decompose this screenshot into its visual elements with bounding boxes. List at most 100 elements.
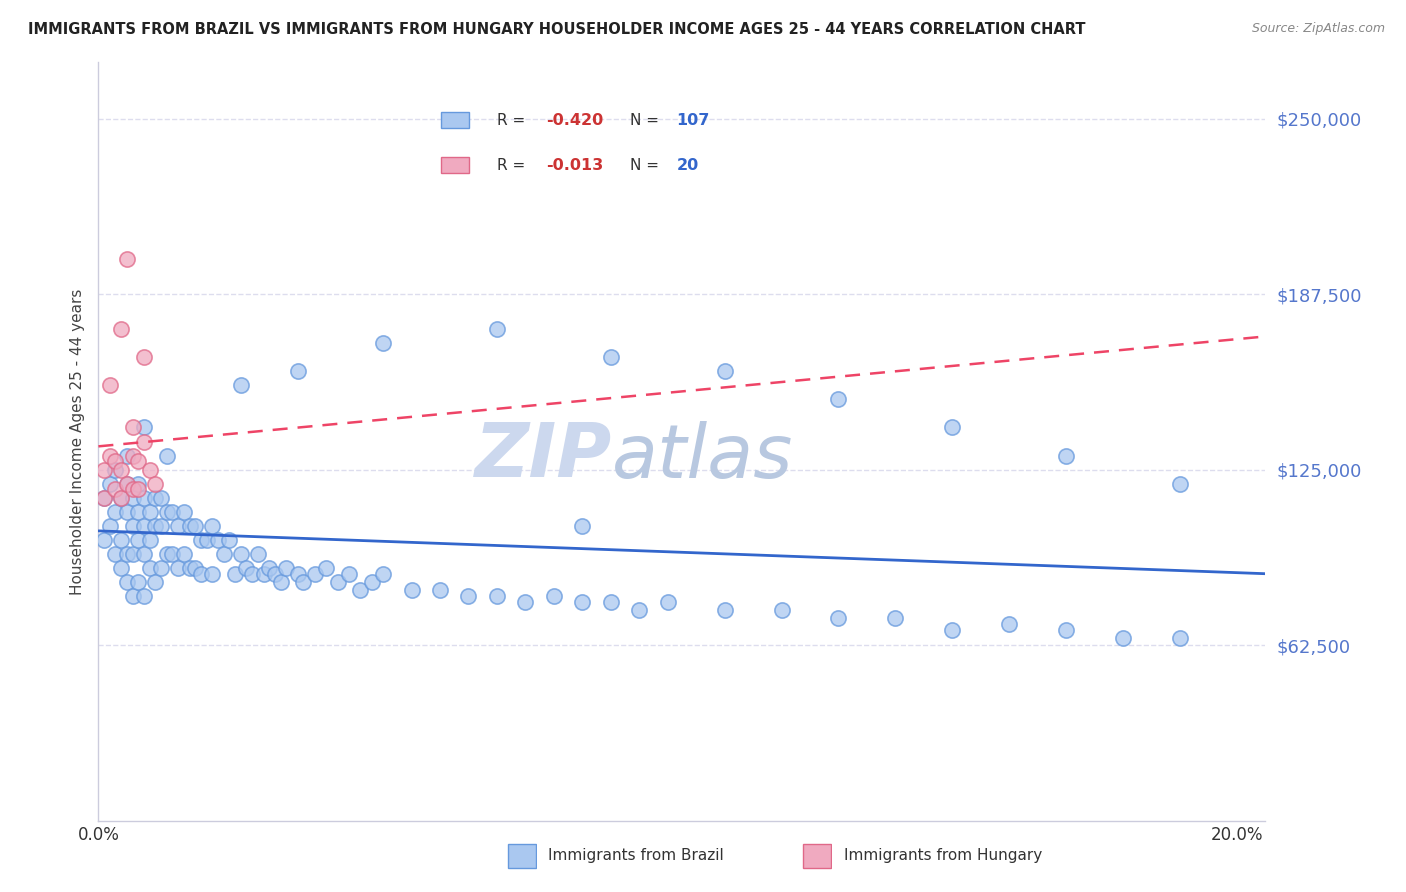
Point [401, 583, 423, 598]
Text: Immigrants from Brazil: Immigrants from Brazil [548, 848, 724, 863]
Point [127, 483, 149, 497]
Text: N =: N = [630, 112, 659, 128]
Point [93, 462, 115, 476]
Point [132, 434, 155, 449]
Point [292, 574, 315, 589]
Point [264, 566, 287, 581]
Point [252, 566, 274, 581]
Point [1054, 449, 1077, 463]
Point [93, 491, 115, 505]
Point [115, 476, 138, 491]
Point [132, 420, 155, 434]
Point [127, 505, 149, 519]
Point [110, 533, 132, 547]
Point [195, 533, 218, 547]
Point [270, 574, 292, 589]
Point [143, 518, 166, 533]
Point [167, 561, 190, 575]
Text: 20: 20 [676, 158, 699, 173]
Text: R =: R = [496, 112, 524, 128]
Point [201, 566, 224, 581]
Point [115, 574, 138, 589]
Point [98, 378, 121, 392]
Point [167, 518, 190, 533]
Point [127, 533, 149, 547]
Point [98, 449, 121, 463]
Point [360, 574, 382, 589]
Point [121, 518, 143, 533]
Point [371, 336, 394, 351]
Point [543, 589, 565, 603]
Text: 107: 107 [676, 112, 710, 128]
Point [98, 518, 121, 533]
Text: N =: N = [630, 158, 659, 173]
Point [115, 449, 138, 463]
Point [156, 547, 179, 561]
Point [127, 574, 149, 589]
Point [212, 547, 235, 561]
Point [713, 364, 735, 378]
Text: atlas: atlas [612, 421, 793, 492]
Point [138, 462, 160, 476]
FancyBboxPatch shape [441, 112, 470, 128]
Point [1168, 476, 1191, 491]
Point [229, 547, 252, 561]
Point [628, 603, 651, 617]
Point [121, 589, 143, 603]
Point [138, 505, 160, 519]
Point [571, 594, 593, 608]
Point [349, 583, 371, 598]
Point [240, 566, 263, 581]
Point [162, 505, 184, 519]
Point [127, 454, 149, 468]
Point [138, 561, 160, 575]
Point [337, 566, 360, 581]
Point [179, 561, 201, 575]
Point [179, 518, 201, 533]
Point [150, 491, 173, 505]
Point [429, 583, 451, 598]
Point [110, 322, 132, 336]
Point [110, 561, 132, 575]
Point [132, 547, 155, 561]
Point [162, 547, 184, 561]
Text: ZIP: ZIP [475, 420, 612, 493]
Point [998, 617, 1021, 632]
Point [93, 491, 115, 505]
Point [115, 547, 138, 561]
Point [941, 420, 963, 434]
Point [104, 547, 127, 561]
Point [246, 547, 269, 561]
Point [190, 566, 212, 581]
Point [287, 566, 309, 581]
Point [121, 449, 143, 463]
Point [143, 574, 166, 589]
Point [138, 533, 160, 547]
Point [110, 462, 132, 476]
Text: Source: ZipAtlas.com: Source: ZipAtlas.com [1251, 22, 1385, 36]
Point [132, 351, 155, 365]
Point [132, 589, 155, 603]
Point [115, 476, 138, 491]
FancyBboxPatch shape [441, 157, 470, 173]
Point [104, 454, 127, 468]
Point [485, 322, 508, 336]
Point [224, 566, 246, 581]
Point [132, 491, 155, 505]
Point [218, 533, 240, 547]
FancyBboxPatch shape [803, 844, 831, 868]
Point [235, 561, 257, 575]
Point [884, 611, 907, 625]
Point [98, 476, 121, 491]
Point [110, 491, 132, 505]
FancyBboxPatch shape [508, 844, 536, 868]
Point [132, 518, 155, 533]
Point [104, 505, 127, 519]
Point [121, 483, 143, 497]
Point [184, 518, 207, 533]
Point [371, 566, 394, 581]
Text: IMMIGRANTS FROM BRAZIL VS IMMIGRANTS FROM HUNGARY HOUSEHOLDER INCOME AGES 25 - 4: IMMIGRANTS FROM BRAZIL VS IMMIGRANTS FRO… [28, 22, 1085, 37]
Point [485, 589, 508, 603]
Point [173, 547, 195, 561]
Point [827, 392, 849, 407]
